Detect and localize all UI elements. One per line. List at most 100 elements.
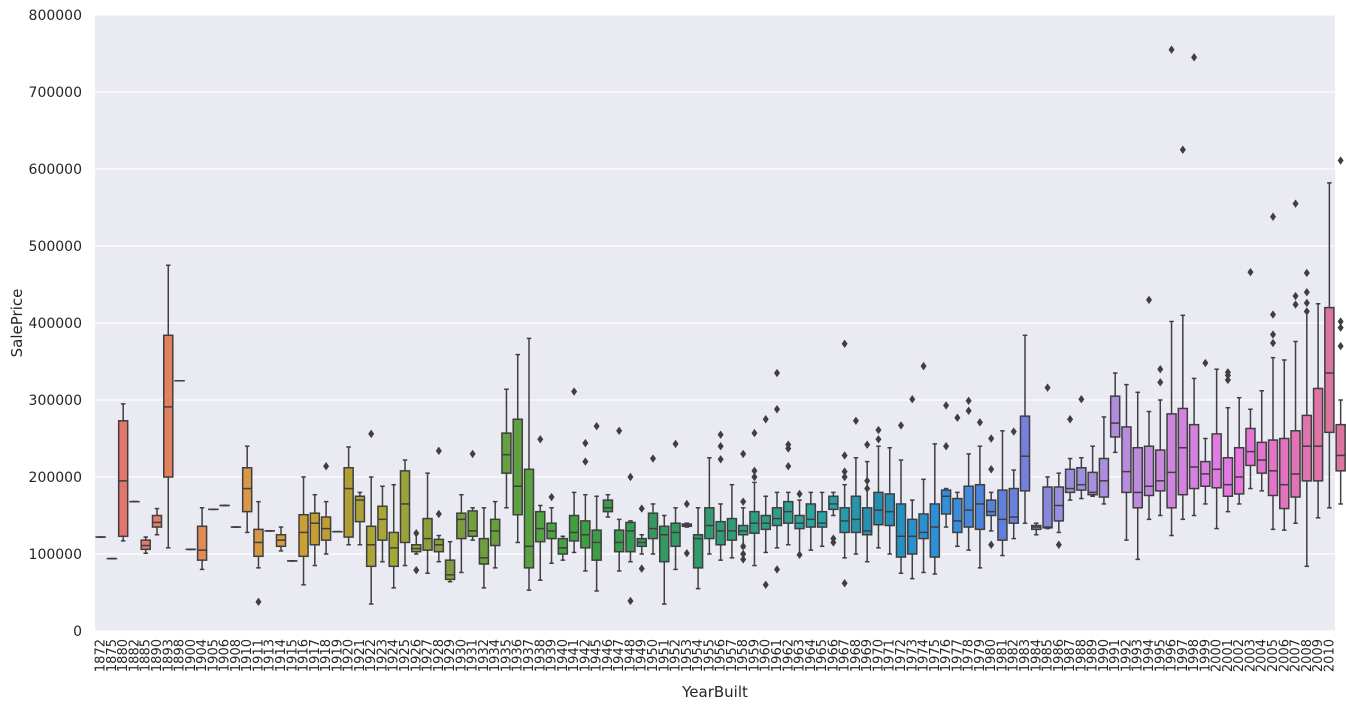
box-1893 — [163, 264, 174, 549]
x-tick-label: 1963 — [793, 639, 808, 672]
box-1953 — [681, 499, 693, 558]
outlier-point — [1010, 427, 1017, 436]
box-body — [1335, 423, 1346, 472]
outlier-point — [1191, 53, 1198, 62]
box-1910 — [241, 445, 253, 534]
box-body — [1211, 433, 1222, 489]
box-body — [535, 510, 546, 543]
box-body — [388, 531, 399, 568]
x-tick-label: 1970 — [871, 639, 886, 672]
x-tick-label: 1999 — [1198, 639, 1213, 672]
box-body — [568, 514, 580, 542]
box-body — [726, 517, 738, 541]
box-1965 — [816, 491, 828, 548]
x-tick-label: 1935 — [499, 639, 514, 672]
outlier-point — [435, 446, 442, 456]
outlier-point — [1292, 199, 1299, 208]
box-body — [467, 510, 478, 538]
outlier-point — [740, 497, 747, 506]
x-axis-label: YearBuilt — [681, 683, 748, 701]
box-1972 — [895, 421, 907, 574]
x-tick-label: 1964 — [804, 639, 819, 672]
box-1935 — [501, 388, 512, 509]
box-1960 — [760, 415, 771, 589]
outlier-point — [368, 429, 375, 439]
outlier-point — [413, 529, 420, 538]
box-body — [929, 503, 941, 558]
box-body — [794, 514, 805, 530]
box-body — [1155, 449, 1166, 492]
x-tick-label: 1928 — [432, 639, 447, 672]
x-tick-label: 1915 — [285, 639, 300, 672]
box-1988 — [1076, 395, 1087, 500]
x-tick-label: 1966 — [826, 639, 841, 672]
outlier-point — [1168, 45, 1175, 54]
x-tick-label: 2004 — [1255, 639, 1270, 672]
outlier-point — [593, 421, 600, 431]
x-tick-label: 1900 — [184, 639, 199, 672]
outlier-point — [1303, 298, 1310, 308]
outlier-point — [1337, 317, 1344, 326]
box-1984 — [1031, 522, 1042, 536]
x-tick-label: 1961 — [770, 639, 785, 672]
box-body — [1098, 457, 1110, 498]
box-1949 — [636, 504, 647, 573]
x-tick-label: 1987 — [1063, 639, 1078, 672]
box-body — [1312, 387, 1324, 482]
box-undefined — [1335, 156, 1346, 505]
y-tick-label: 0 — [73, 624, 82, 640]
box-body — [309, 512, 321, 546]
outlier-point — [943, 401, 950, 410]
outlier-point — [841, 472, 848, 482]
outlier-point — [683, 549, 690, 558]
box-body — [952, 497, 963, 534]
x-tick-label: 1954 — [691, 639, 706, 672]
outlier-point — [1247, 267, 1254, 277]
outlier-point — [255, 597, 262, 607]
box-2001 — [1222, 368, 1234, 513]
outlier-point — [1044, 383, 1051, 392]
outlier-point — [773, 565, 781, 574]
box-body — [1222, 457, 1234, 497]
x-tick-label: 1975 — [928, 639, 943, 672]
box-body — [613, 529, 625, 553]
outlier-point — [988, 540, 995, 549]
box-1981 — [997, 430, 1008, 557]
outlier-point — [717, 442, 724, 451]
x-tick-label: 1923 — [375, 639, 390, 672]
outlier-point — [683, 499, 690, 509]
x-tick-label: 2010 — [1322, 639, 1337, 672]
outlier-point — [740, 555, 747, 564]
box-1921 — [354, 491, 366, 546]
box-1938 — [535, 435, 546, 581]
outlier-point — [740, 449, 747, 459]
outlier-point — [864, 484, 871, 493]
box-body — [670, 522, 681, 548]
box-1971 — [884, 446, 895, 555]
outlier-point — [1269, 330, 1277, 339]
x-tick-label: 2002 — [1232, 639, 1247, 672]
x-tick-label: 1930 — [454, 639, 469, 672]
box-body — [1008, 487, 1019, 524]
box-body — [692, 534, 704, 569]
outlier-point — [1145, 295, 1153, 305]
x-tick-label: 1983 — [1018, 639, 1033, 672]
box-body — [1267, 439, 1279, 497]
x-tick-label: 2000 — [1210, 639, 1225, 672]
box-1936 — [512, 353, 523, 544]
box-1941 — [568, 387, 580, 554]
box-1931 — [467, 449, 478, 541]
outlier-point — [1303, 307, 1310, 316]
box-1932 — [478, 507, 490, 589]
outlier-point — [796, 550, 803, 559]
box-1978 — [963, 396, 974, 551]
box-body — [196, 525, 208, 561]
x-tick-label: 1984 — [1029, 639, 1044, 672]
box-body — [377, 505, 388, 541]
box-1925 — [399, 459, 411, 567]
outlier-point — [762, 415, 769, 424]
x-tick-label: 1927 — [421, 639, 436, 672]
x-tick-label: 1977 — [950, 639, 965, 672]
x-tick-label: 1906 — [218, 639, 233, 672]
boxes — [95, 45, 1346, 607]
